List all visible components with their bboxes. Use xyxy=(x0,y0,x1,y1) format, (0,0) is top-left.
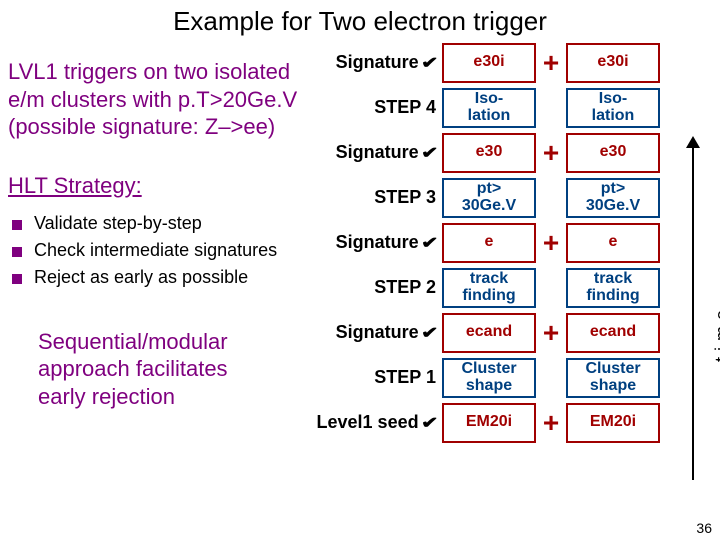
flow-row-step: STEP 1 Clustershape + Clustershape xyxy=(282,355,710,400)
row-label: Signature ✔ xyxy=(282,232,442,253)
plus-icon: + xyxy=(536,317,566,349)
flow-row-signature: Signature ✔ e + e xyxy=(282,220,710,265)
label-text: Level1 seed xyxy=(317,412,419,433)
label-text: Signature xyxy=(336,232,419,253)
time-axis xyxy=(686,136,700,484)
check-icon: ✔ xyxy=(421,233,438,253)
row-label: Signature ✔ xyxy=(282,52,442,73)
bullet-text: Reject as early as possible xyxy=(34,267,248,288)
check-icon: ✔ xyxy=(421,53,438,73)
row-label: Level1 seed ✔ xyxy=(282,412,442,433)
axis-line xyxy=(692,144,694,480)
bullet-text: Validate step-by-step xyxy=(34,213,202,234)
signature-box: e30i xyxy=(566,43,660,83)
signature-box: e30 xyxy=(442,133,536,173)
step-box: Clustershape xyxy=(566,358,660,398)
signature-box: e30i xyxy=(442,43,536,83)
flow-row-step: STEP 4 Iso-lation + Iso-lation xyxy=(282,85,710,130)
seed-box: EM20i xyxy=(442,403,536,443)
signature-box: e xyxy=(442,223,536,263)
label-text: Signature xyxy=(336,142,419,163)
slide-number: 36 xyxy=(696,520,712,536)
row-label: Signature ✔ xyxy=(282,322,442,343)
plus-icon: + xyxy=(536,47,566,79)
step-box: pt>30Ge.V xyxy=(566,178,660,218)
signature-box: e30 xyxy=(566,133,660,173)
label-text: Signature xyxy=(336,52,419,73)
signature-box: ecand xyxy=(442,313,536,353)
plus-icon: + xyxy=(536,137,566,169)
seed-box: EM20i xyxy=(566,403,660,443)
plus-icon: + xyxy=(536,227,566,259)
signature-box: e xyxy=(566,223,660,263)
row-label: Signature ✔ xyxy=(282,142,442,163)
bullet-icon xyxy=(12,220,22,230)
flow-row-signature: Signature ✔ e30i + e30i xyxy=(282,40,710,85)
flow-row-signature: Signature ✔ e30 + e30 xyxy=(282,130,710,175)
flow-column: Signature ✔ e30i + e30i STEP 4 Iso-latio… xyxy=(282,40,710,445)
row-label: STEP 3 xyxy=(282,187,442,208)
slide-title: Example for Two electron trigger xyxy=(0,0,720,37)
main-area: LVL1 triggers on two isolated e/m cluste… xyxy=(0,40,720,530)
bullet-icon xyxy=(12,247,22,257)
step-box: Iso-lation xyxy=(566,88,660,128)
time-axis-label: time xyxy=(712,304,720,362)
signature-box: ecand xyxy=(566,313,660,353)
check-icon: ✔ xyxy=(421,413,438,433)
step-box: trackfinding xyxy=(566,268,660,308)
flow-row-step: STEP 3 pt>30Ge.V + pt>30Ge.V xyxy=(282,175,710,220)
step-box: pt>30Ge.V xyxy=(442,178,536,218)
bullet-icon xyxy=(12,274,22,284)
label-text: Signature xyxy=(336,322,419,343)
row-label: STEP 2 xyxy=(282,277,442,298)
check-icon: ✔ xyxy=(421,323,438,343)
check-icon: ✔ xyxy=(421,143,438,163)
flow-row-step: STEP 2 trackfinding + trackfinding xyxy=(282,265,710,310)
step-box: Iso-lation xyxy=(442,88,536,128)
bullet-text: Check intermediate signatures xyxy=(34,240,277,261)
flow-row-signature: Signature ✔ ecand + ecand xyxy=(282,310,710,355)
flow-row-seed: Level1 seed ✔ EM20i + EM20i xyxy=(282,400,710,445)
row-label: STEP 1 xyxy=(282,367,442,388)
step-box: trackfinding xyxy=(442,268,536,308)
step-box: Clustershape xyxy=(442,358,536,398)
row-label: STEP 4 xyxy=(282,97,442,118)
plus-icon: + xyxy=(536,407,566,439)
